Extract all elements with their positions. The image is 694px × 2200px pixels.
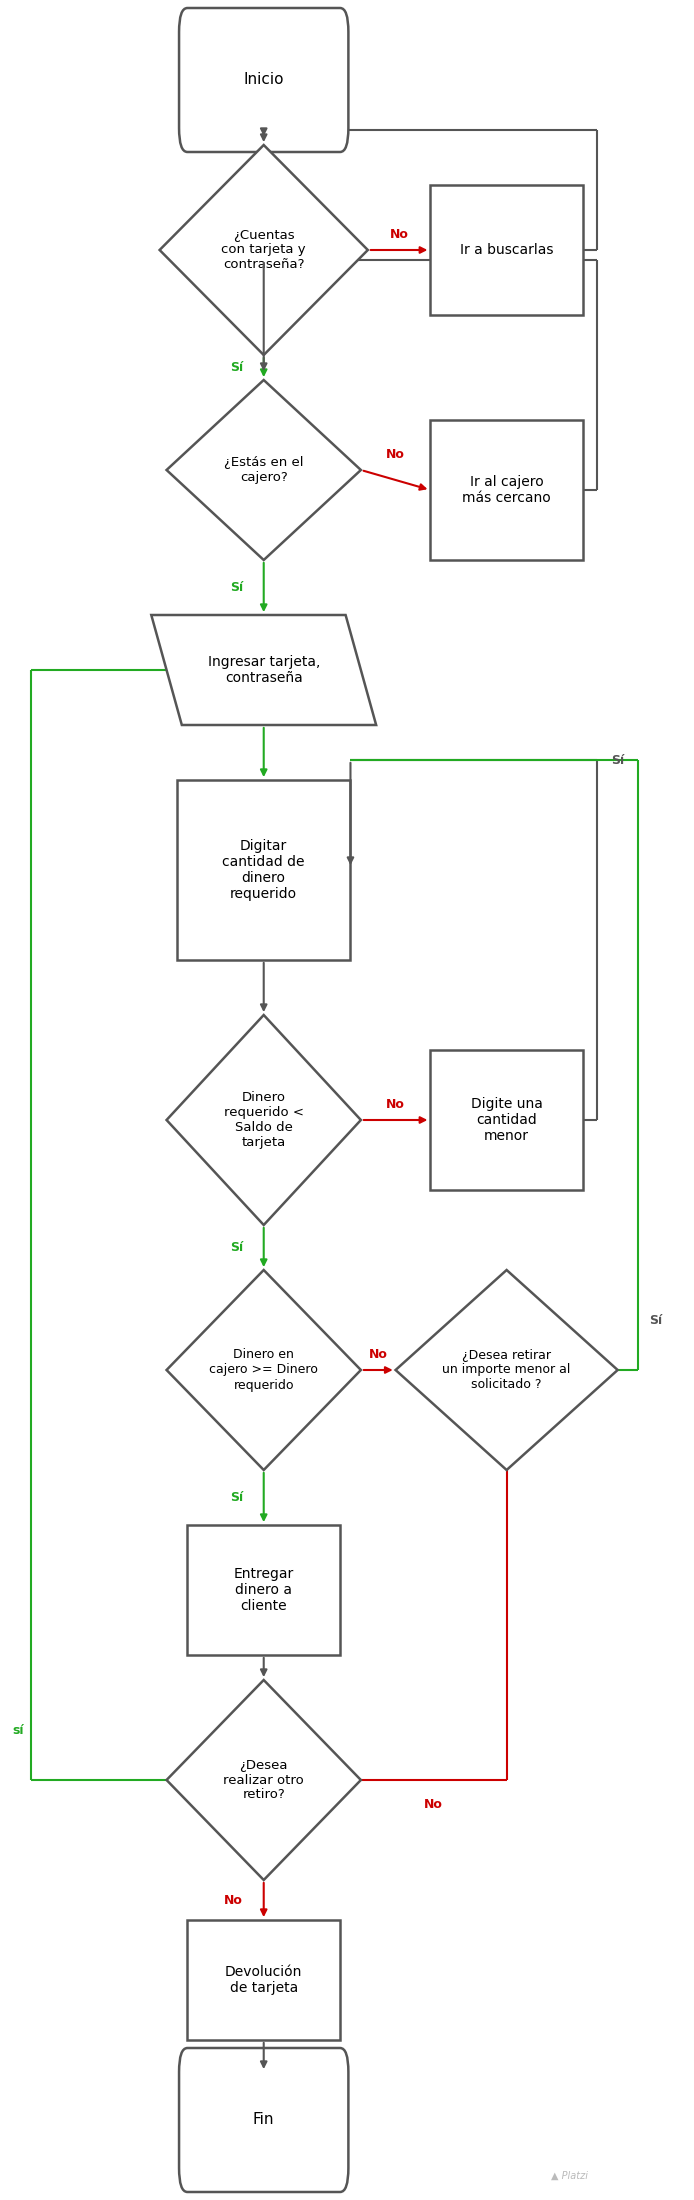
Text: No: No — [386, 447, 405, 460]
Text: Digitar
cantidad de
dinero
requerido: Digitar cantidad de dinero requerido — [223, 838, 305, 902]
Text: Ir a buscarlas: Ir a buscarlas — [460, 242, 553, 257]
Text: Digite una
cantidad
menor: Digite una cantidad menor — [471, 1098, 543, 1144]
Text: No: No — [386, 1098, 405, 1111]
Polygon shape — [160, 145, 368, 354]
Polygon shape — [167, 1681, 361, 1881]
Bar — [187, 1921, 340, 2039]
Text: Ir al cajero
más cercano: Ir al cajero más cercano — [462, 475, 551, 506]
Text: Inicio: Inicio — [244, 73, 284, 88]
Text: No: No — [224, 1894, 243, 1907]
Text: No: No — [389, 227, 409, 240]
Text: ¿Estás en el
cajero?: ¿Estás en el cajero? — [224, 455, 303, 484]
Bar — [177, 781, 350, 959]
Text: Sí: Sí — [230, 1492, 243, 1505]
Bar — [430, 185, 583, 315]
FancyBboxPatch shape — [179, 9, 348, 152]
Polygon shape — [167, 1014, 361, 1225]
Text: No: No — [424, 1797, 443, 1811]
Text: Sí: Sí — [230, 361, 243, 374]
Polygon shape — [167, 1269, 361, 1470]
Text: Devolución
de tarjeta: Devolución de tarjeta — [225, 1965, 303, 1995]
Text: ¿Desea
realizar otro
retiro?: ¿Desea realizar otro retiro? — [223, 1758, 304, 1802]
Text: Sí: Sí — [230, 1241, 243, 1254]
Text: ¿Cuentas
con tarjeta y
contraseña?: ¿Cuentas con tarjeta y contraseña? — [221, 229, 306, 271]
Text: ▲ Platzi: ▲ Platzi — [550, 2171, 588, 2180]
Text: Fin: Fin — [253, 2112, 274, 2127]
Polygon shape — [151, 616, 376, 726]
Text: Entregar
dinero a
cliente: Entregar dinero a cliente — [234, 1566, 294, 1613]
Text: Sí: Sí — [649, 1313, 662, 1327]
Text: Ingresar tarjeta,
contraseña: Ingresar tarjeta, contraseña — [208, 656, 320, 684]
Bar — [430, 1049, 583, 1190]
Text: sí: sí — [12, 1723, 24, 1736]
Bar — [430, 420, 583, 561]
Text: Sí: Sí — [611, 752, 624, 766]
Bar — [187, 1525, 340, 1654]
Polygon shape — [396, 1269, 618, 1470]
Polygon shape — [167, 381, 361, 561]
Text: No: No — [369, 1346, 388, 1360]
Text: Sí: Sí — [230, 581, 243, 594]
FancyBboxPatch shape — [179, 2048, 348, 2191]
Text: Dinero en
cajero >= Dinero
requerido: Dinero en cajero >= Dinero requerido — [210, 1349, 318, 1393]
Text: Dinero
requerido <
Saldo de
tarjeta: Dinero requerido < Saldo de tarjeta — [223, 1091, 304, 1148]
Text: ¿Desea retirar
un importe menor al
solicitado ?: ¿Desea retirar un importe menor al solic… — [443, 1349, 570, 1393]
